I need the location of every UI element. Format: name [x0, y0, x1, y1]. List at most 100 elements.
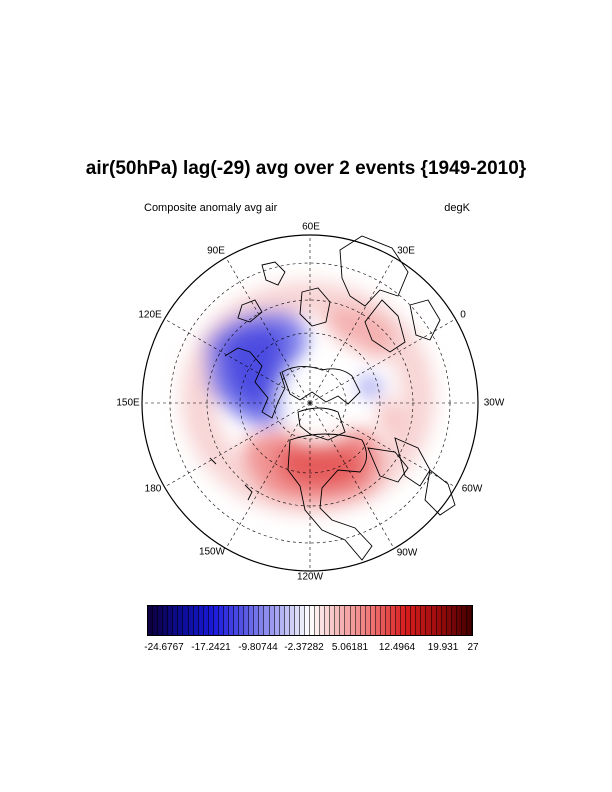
map-boundary — [141, 234, 479, 572]
colorbar-cell — [436, 606, 442, 635]
colorbar-cell — [416, 606, 422, 635]
meridian-line — [225, 402, 311, 549]
colorbar-cell — [239, 606, 245, 635]
colorbar-cell — [148, 606, 154, 635]
meridian-line — [309, 402, 395, 549]
colorbar-cell — [193, 606, 199, 635]
lon-label-0: 0 — [460, 309, 466, 321]
colorbar — [147, 605, 473, 636]
colorbar-cell — [401, 606, 407, 635]
colorbar-cell — [360, 606, 366, 635]
meridian-line — [309, 318, 456, 404]
colorbar-cell — [355, 606, 361, 635]
colorbar-cell — [451, 606, 457, 635]
colorbar-cell — [203, 606, 209, 635]
coastlines — [209, 235, 456, 561]
lon-label-90e: 90E — [207, 245, 225, 257]
lon-label-60e: 60E — [302, 221, 320, 233]
colorbar-tick-label: 5.06181 — [331, 642, 369, 653]
colorbar-cell — [218, 606, 224, 635]
colorbar-cell — [274, 606, 280, 635]
colorbar-cell — [269, 606, 275, 635]
plot-title: air(50hPa) lag(-29) avg over 2 events {1… — [85, 158, 527, 179]
colorbar-cell — [173, 606, 179, 635]
left-subtitle: Composite anomaly avg air — [144, 202, 278, 214]
colorbar-cell — [168, 606, 174, 635]
colorbar-cell — [310, 606, 316, 635]
colorbar-tick-label: -9.80744 — [238, 642, 278, 653]
colorbar-cell — [431, 606, 437, 635]
colorbar-tick-label: -24.6767 — [144, 642, 184, 653]
colorbar-cell — [284, 606, 290, 635]
colorbar-cell — [365, 606, 371, 635]
colorbar-cell — [350, 606, 356, 635]
colorbar-cell — [325, 606, 331, 635]
colorbar-cell — [208, 606, 214, 635]
colorbar-cell — [330, 606, 336, 635]
colorbar-cell — [315, 606, 321, 635]
lon-label-180: 180 — [144, 483, 162, 495]
colorbar-cell — [264, 606, 270, 635]
lon-label-90w: 90W — [396, 547, 418, 559]
meridian-line — [309, 257, 395, 404]
lon-label-150w: 150W — [198, 546, 226, 558]
lon-label-60w: 60W — [461, 483, 483, 495]
colorbar-cell — [340, 606, 346, 635]
colorbar-cell — [335, 606, 341, 635]
colorbar-tick-label: 19.931 — [427, 642, 459, 653]
colorbar-cell — [183, 606, 189, 635]
colorbar-cell — [249, 606, 255, 635]
colorbar-cell — [375, 606, 381, 635]
colorbar-cell — [158, 606, 164, 635]
colorbar-cell — [299, 606, 305, 635]
colorbar-cell — [461, 606, 467, 635]
meridian-lines — [142, 235, 478, 571]
colorbar-cell — [441, 606, 447, 635]
colorbar-cell — [259, 606, 265, 635]
colorbar-cell — [198, 606, 204, 635]
colorbar-cell — [456, 606, 462, 635]
lon-label-30e: 30E — [397, 245, 415, 257]
colorbar-cell — [254, 606, 260, 635]
units-label: degK — [444, 202, 470, 214]
colorbar-cell — [406, 606, 412, 635]
colorbar-tick-label: 12.4964 — [378, 642, 416, 653]
colorbar-cell — [385, 606, 391, 635]
colorbar-cell — [178, 606, 184, 635]
lon-label-120w: 120W — [296, 571, 324, 583]
colorbar-cell — [380, 606, 386, 635]
colorbar-cell — [289, 606, 295, 635]
colorbar-cell — [304, 606, 310, 635]
colorbar-cell — [163, 606, 169, 635]
meridian-line — [164, 318, 311, 404]
anomaly-field — [181, 281, 435, 515]
colorbar-cell — [229, 606, 235, 635]
meridian-line — [164, 402, 311, 488]
colorbar-cell — [411, 606, 417, 635]
colorbar-cell — [396, 606, 402, 635]
meridian-line — [225, 257, 311, 404]
colorbar-cell — [370, 606, 376, 635]
colorbar-tick-label: 27 — [467, 642, 479, 653]
colorbar-cell — [223, 606, 229, 635]
lon-label-30w: 30W — [483, 397, 505, 409]
colorbar-cell — [446, 606, 452, 635]
colorbar-cell — [320, 606, 326, 635]
colorbar-cell — [421, 606, 427, 635]
lon-label-150e: 150E — [116, 397, 140, 409]
colorbar-cell — [391, 606, 397, 635]
colorbar-cell — [466, 606, 472, 635]
colorbar-cell — [345, 606, 351, 635]
colorbar-cell — [188, 606, 194, 635]
colorbar-tick-label: -2.37282 — [284, 642, 324, 653]
colorbar-cell — [279, 606, 285, 635]
meridian-line — [309, 402, 456, 488]
lon-label-120e: 120E — [138, 309, 162, 321]
colorbar-cell — [153, 606, 159, 635]
colorbar-cell — [234, 606, 240, 635]
colorbar-cell — [294, 606, 300, 635]
colorbar-cell — [244, 606, 250, 635]
colorbar-cell — [213, 606, 219, 635]
colorbar-tick-label: -17.2421 — [191, 642, 231, 653]
